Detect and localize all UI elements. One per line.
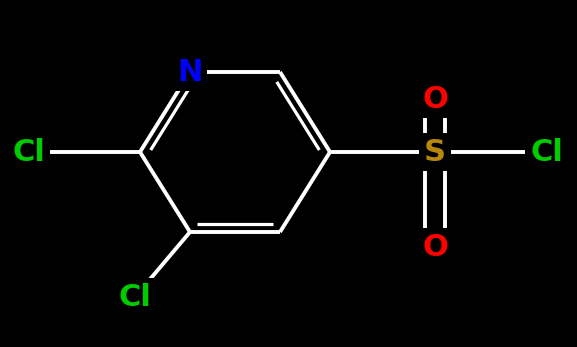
Text: O: O	[422, 85, 448, 113]
Text: S: S	[424, 137, 446, 167]
Text: O: O	[422, 232, 448, 262]
Text: Cl: Cl	[12, 137, 45, 167]
Text: Cl: Cl	[530, 137, 563, 167]
Text: N: N	[177, 58, 203, 86]
Text: Cl: Cl	[118, 282, 151, 312]
